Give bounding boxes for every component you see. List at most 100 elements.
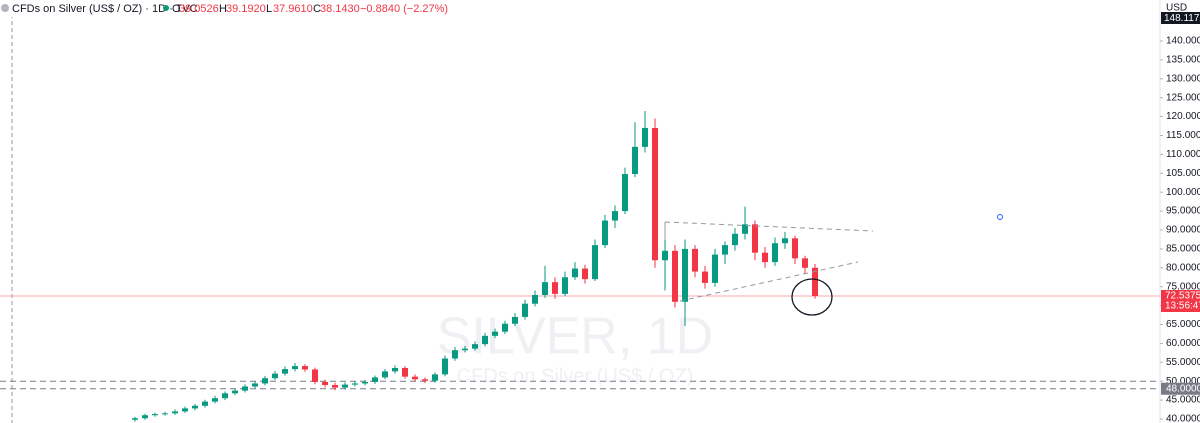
y-tick-label: 65.0000 bbox=[1166, 319, 1200, 330]
trendline-lower bbox=[679, 261, 859, 302]
anchor-point[interactable] bbox=[997, 214, 1003, 220]
last-price-label: 72.5375 bbox=[1165, 291, 1200, 302]
candle-body bbox=[322, 381, 328, 385]
currency[interactable]: USD bbox=[1166, 3, 1187, 14]
candle-body bbox=[612, 211, 618, 221]
y-tick-label: 130.0000 bbox=[1166, 73, 1200, 84]
candle-body bbox=[142, 415, 148, 419]
candle-body bbox=[812, 267, 818, 297]
candle-body bbox=[212, 398, 218, 402]
candle-body bbox=[352, 383, 358, 385]
candle-body bbox=[222, 393, 228, 399]
candle-body bbox=[272, 373, 278, 379]
y-tick-label: 40.0000 bbox=[1166, 414, 1200, 423]
candle-body bbox=[672, 250, 678, 302]
candle-body bbox=[592, 245, 598, 280]
candle-body bbox=[752, 224, 758, 253]
y-tick-label: 85.0000 bbox=[1166, 244, 1200, 255]
y-tick-label: 55.0000 bbox=[1166, 357, 1200, 368]
candle-body bbox=[622, 174, 628, 212]
market-status bbox=[163, 5, 169, 11]
candle-body bbox=[152, 414, 158, 416]
watermark-sub: CFDs on Silver (US$ / OZ) bbox=[457, 365, 694, 387]
candle-body bbox=[802, 258, 808, 268]
level-label-bg bbox=[1161, 382, 1200, 395]
y-tick-label: 140.0000 bbox=[1166, 36, 1200, 47]
candle-body bbox=[732, 233, 738, 246]
candle-body bbox=[262, 378, 268, 384]
countdown: 13:56:47 bbox=[1165, 301, 1200, 312]
candle-body bbox=[682, 248, 688, 302]
candle-body bbox=[772, 243, 778, 263]
y-tick-label: 75.0000 bbox=[1166, 281, 1200, 292]
candle-body bbox=[232, 390, 238, 394]
candle-body bbox=[372, 377, 378, 382]
candle-body bbox=[172, 411, 178, 414]
circle-drawing bbox=[791, 278, 833, 316]
y-tick-label: 115.0000 bbox=[1166, 130, 1200, 141]
candle-body bbox=[312, 369, 318, 382]
candle-body bbox=[452, 350, 458, 359]
candle-body bbox=[712, 254, 718, 283]
candle-body bbox=[602, 220, 608, 246]
candle-body bbox=[742, 224, 748, 234]
ohlc-value: 38.1430 bbox=[320, 3, 360, 15]
y-tick-label: 50.0000 bbox=[1166, 376, 1200, 387]
level-label: 48.0000 bbox=[1166, 383, 1200, 394]
candle-body bbox=[282, 369, 288, 374]
trendline-upper bbox=[664, 221, 874, 232]
candle-body bbox=[652, 127, 658, 261]
last-price-bg bbox=[1161, 290, 1200, 313]
candle-body bbox=[472, 344, 478, 349]
symbol-title[interactable]: CFDs on Silver (US$ / OZ) · 1D · TVC bbox=[12, 3, 198, 15]
candle-body bbox=[462, 348, 468, 351]
candle-body bbox=[512, 316, 518, 324]
ohlc-value: 37.9610 bbox=[273, 3, 313, 15]
candle-body bbox=[402, 367, 408, 377]
candle-body bbox=[162, 413, 168, 415]
candle-body bbox=[722, 245, 728, 255]
price-axis bbox=[1160, 0, 1200, 423]
y-tick-label: 60.0000 bbox=[1166, 338, 1200, 349]
y-tick-label: 120.0000 bbox=[1166, 111, 1200, 122]
candle-body bbox=[692, 248, 698, 272]
trendlines bbox=[664, 221, 874, 302]
y-tick-label: 125.0000 bbox=[1166, 92, 1200, 103]
change: −0.8840 (−2.27%) bbox=[360, 3, 448, 15]
candle-body bbox=[582, 268, 588, 280]
candle-body bbox=[762, 252, 768, 263]
y-tick-label: 100.0000 bbox=[1166, 187, 1200, 198]
candle-body bbox=[332, 384, 338, 388]
y-tick-label: 45.0000 bbox=[1166, 395, 1200, 406]
ohlc-value: 39.1920 bbox=[226, 3, 266, 15]
candle-body bbox=[182, 408, 188, 412]
candle-body bbox=[192, 405, 198, 409]
candle-body bbox=[302, 366, 308, 370]
candle-body bbox=[412, 376, 418, 380]
symbol-icon bbox=[1, 4, 9, 12]
candle-body bbox=[392, 367, 398, 372]
candle-body bbox=[532, 295, 538, 304]
candle-body bbox=[792, 238, 798, 259]
y-tick-label: 80.0000 bbox=[1166, 262, 1200, 273]
candle-body bbox=[242, 386, 248, 391]
legend-bg bbox=[0, 0, 380, 17]
ohlc-letter: O bbox=[172, 3, 181, 15]
candle-body bbox=[442, 358, 448, 375]
candle-body bbox=[632, 146, 638, 175]
y-tick-label: 95.0000 bbox=[1166, 206, 1200, 217]
candle-body bbox=[482, 335, 488, 345]
candle-body bbox=[342, 384, 348, 388]
top-label-bg bbox=[1161, 12, 1200, 24]
ohlc-letter: L bbox=[266, 3, 272, 15]
candle-body bbox=[552, 282, 558, 294]
candle-body bbox=[502, 323, 508, 332]
candle-body bbox=[362, 381, 368, 384]
y-tick-label: 90.0000 bbox=[1166, 225, 1200, 236]
candle-body bbox=[782, 238, 788, 244]
candle-body bbox=[252, 383, 258, 387]
candle-body bbox=[432, 374, 438, 381]
candle-body bbox=[382, 371, 388, 378]
ohlc-letter: C bbox=[313, 3, 321, 15]
y-tick-label: 135.0000 bbox=[1166, 55, 1200, 66]
